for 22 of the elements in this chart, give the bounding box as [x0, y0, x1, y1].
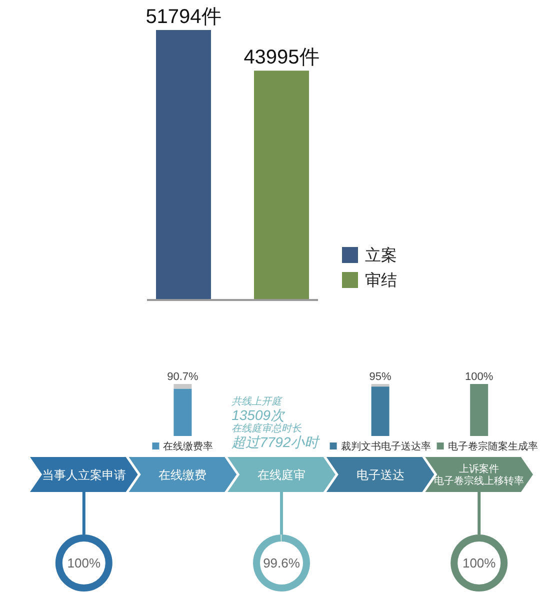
data-label: 95% — [369, 371, 392, 384]
x-tick-label: 裁判文书电子送达率 — [340, 440, 431, 453]
data-label: 99.6% — [263, 556, 300, 571]
legend-label: 立案 — [365, 246, 397, 265]
data-label: 43995件 — [244, 46, 320, 69]
data-label: 51794件 — [146, 6, 222, 28]
data-label: 100% — [462, 556, 496, 571]
category-label: 上诉案件电子卷宗线上移转率 — [434, 463, 524, 488]
category-label: 在线庭审 — [258, 468, 306, 482]
category-label: 在线缴费 — [158, 468, 207, 482]
legend-label: 审结 — [365, 272, 397, 290]
annotation: 超过7792小时 — [232, 434, 321, 450]
data-label: 100% — [465, 371, 494, 384]
category-label: 当事人立案申请 — [42, 468, 126, 482]
x-tick-label: 在线缴费率 — [163, 440, 214, 453]
category-label: 电子送达 — [356, 468, 404, 482]
data-label: 90.7% — [167, 371, 199, 384]
annotation: 共线上开庭 — [232, 396, 283, 408]
annotation: 13509次 — [232, 407, 286, 423]
annotation: 在线庭审总时长 — [232, 422, 303, 434]
x-tick-label: 电子卷宗随案生成率 — [448, 440, 538, 453]
data-label: 100% — [67, 556, 101, 571]
